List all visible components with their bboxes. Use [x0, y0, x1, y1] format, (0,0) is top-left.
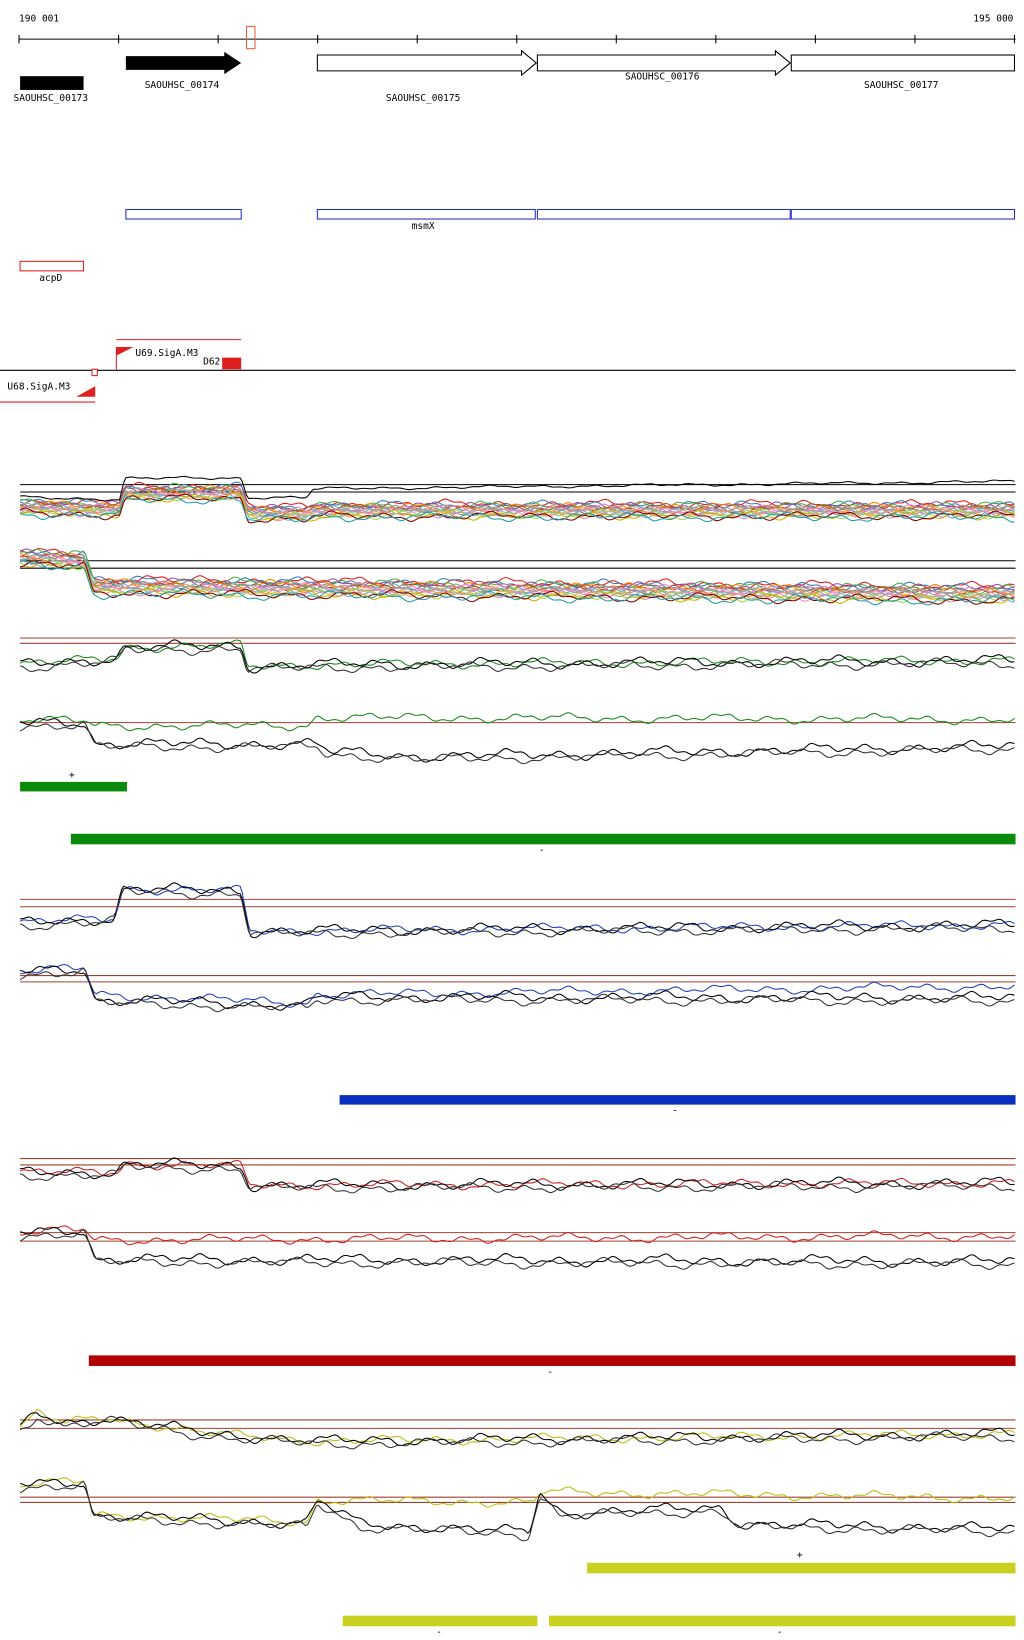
segment[interactable] [20, 781, 127, 792]
site-box[interactable] [91, 368, 98, 377]
segment-label: - [547, 1367, 553, 1378]
feature-track: msmX acpD [19, 208, 1016, 284]
gene[interactable] [790, 54, 1016, 72]
site-label: U68.SigA.M3 [7, 382, 70, 393]
feature-label: acpD [39, 273, 62, 284]
feature[interactable] [125, 208, 242, 220]
segment[interactable] [339, 1095, 1016, 1105]
signal-line [19, 1226, 1015, 1268]
signal-line [19, 548, 1015, 596]
signal-line [19, 884, 1015, 936]
signal-line [19, 1412, 1015, 1447]
signal-line [19, 1408, 1015, 1447]
site-label: D62 [203, 356, 220, 367]
signal-line [20, 475, 1015, 502]
signal-line [20, 484, 1015, 516]
signal-line [20, 639, 1015, 674]
signal-line [19, 1229, 1015, 1271]
segment[interactable] [549, 1615, 1016, 1627]
ruler-start: 190 001 [19, 14, 59, 25]
segment[interactable] [342, 1615, 538, 1627]
feature[interactable] [316, 208, 536, 220]
segment-label: + [69, 770, 75, 781]
signal-line [19, 560, 1015, 606]
segment[interactable] [70, 833, 1016, 845]
feature[interactable] [790, 208, 1016, 220]
signal-line [20, 1157, 1015, 1193]
feature[interactable] [536, 208, 791, 220]
signal-line [20, 712, 1015, 732]
signal-line [19, 488, 1015, 520]
signal-line [19, 1162, 1015, 1194]
feature[interactable] [19, 260, 85, 272]
segment[interactable] [587, 1562, 1016, 1574]
signal-line [19, 721, 1015, 765]
site-flag [116, 347, 134, 356]
signal-line [20, 963, 1015, 1008]
feature-label: msmX [412, 221, 435, 232]
gene-label: SAOUHSC_00173 [14, 93, 89, 104]
signal-line [20, 882, 1015, 939]
ruler: 190 001 195 000 [19, 14, 1016, 50]
signal-line [19, 1415, 1015, 1450]
segment-label: - [436, 1627, 442, 1638]
signal-line [20, 548, 1015, 595]
signal-line [19, 1480, 1015, 1542]
signal-tracks [18, 34, 1016, 1542]
signal-line [19, 967, 1015, 1013]
gene-label: SAOUHSC_00176 [625, 72, 700, 83]
signal-line [19, 1159, 1015, 1191]
ruler-end: 195 000 [973, 14, 1013, 25]
segment-label: - [777, 1627, 783, 1638]
signal-line [19, 645, 1015, 674]
signal-line [19, 887, 1015, 940]
signal-line [20, 556, 1015, 603]
segment-tracks: + - - - + - - [20, 770, 1016, 1638]
site-label: U69.SigA.M3 [135, 348, 198, 359]
gene[interactable] [20, 76, 84, 90]
regulatory-track: U69.SigA.M3 D62 U68.SigA.M3 [0, 339, 1016, 403]
signal-line [19, 1478, 1015, 1534]
gene-label: SAOUHSC_00174 [145, 80, 220, 91]
gene[interactable] [125, 51, 242, 75]
segment-label: + [797, 1550, 803, 1561]
gene[interactable] [536, 49, 792, 77]
gene-label: SAOUHSC_00175 [386, 93, 460, 104]
segment-label: - [672, 1105, 678, 1116]
gene-label: SAOUHSC_00177 [864, 80, 939, 91]
signal-line [20, 1477, 1015, 1527]
signal-line [20, 560, 1015, 605]
signal-line [19, 494, 1015, 523]
gene-track: SAOUHSC_00173 SAOUHSC_00174 SAOUHSC_0017… [14, 49, 1016, 104]
signal-line [19, 639, 1015, 670]
gene[interactable] [316, 49, 538, 77]
view-marker[interactable] [245, 25, 256, 50]
site-box[interactable] [222, 357, 242, 370]
segment-label: - [539, 845, 545, 856]
signal-line [19, 965, 1015, 1011]
segment[interactable] [88, 1355, 1016, 1366]
site-flag [76, 386, 96, 397]
signal-line [19, 717, 1015, 763]
signal-line [20, 1225, 1015, 1246]
